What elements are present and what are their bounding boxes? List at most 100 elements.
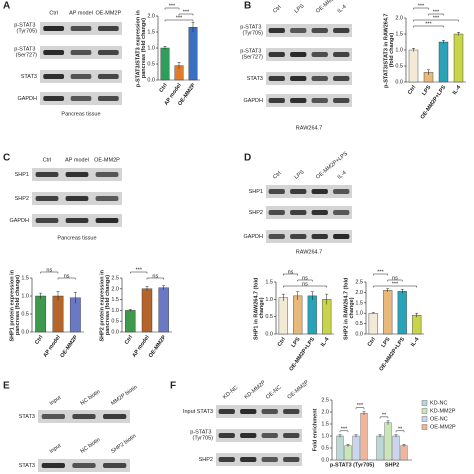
blot-band xyxy=(268,76,285,81)
significance-label: *** xyxy=(341,426,348,432)
blot-band xyxy=(43,50,65,55)
blot-band xyxy=(103,463,127,468)
blot-band xyxy=(35,196,59,201)
y-axis-label: SHP1 protein expression in pancreas (fol… xyxy=(10,268,22,341)
bar xyxy=(35,295,47,333)
bar xyxy=(158,287,169,333)
significance-label: *** xyxy=(433,15,440,21)
blot-band xyxy=(103,414,127,419)
blot-band xyxy=(268,234,285,239)
y-tick-label: 1.5 xyxy=(355,300,363,306)
row-label: STAT3 xyxy=(19,414,35,420)
row-label: p-STAT3 (Tyr705) xyxy=(190,430,213,442)
significance-bracket xyxy=(413,19,459,22)
significance-bracket xyxy=(387,279,403,282)
lane-label: LPS xyxy=(294,169,306,180)
bar xyxy=(368,313,378,335)
y-tick-label: 0.5 xyxy=(321,445,329,451)
significance-label: *** xyxy=(392,281,399,287)
x-tick-label: IL-4 xyxy=(320,336,331,348)
panel-letter: B xyxy=(244,1,251,12)
significance-label: ns xyxy=(392,275,398,281)
blot-band xyxy=(97,74,119,79)
significance-label: ns xyxy=(288,269,294,275)
x-tick-label: p-STAT3 (Tyr705) xyxy=(330,462,374,468)
bar xyxy=(125,310,136,333)
bar xyxy=(438,41,449,83)
significance-bracket xyxy=(164,19,194,22)
blot-band xyxy=(290,210,307,215)
significance-label: *** xyxy=(425,21,432,27)
blot-band xyxy=(333,234,350,239)
y-tick-label: 0.0 xyxy=(355,331,363,337)
legend-label: KD-MM2P xyxy=(430,408,456,414)
blot-strip xyxy=(216,429,302,442)
blot-band xyxy=(72,463,96,468)
significance-bracket xyxy=(297,279,313,282)
x-tick-label: IL-4 xyxy=(410,336,421,348)
blot-band xyxy=(65,218,89,223)
blot-band xyxy=(70,96,92,101)
lane-label: Ctrl xyxy=(272,5,282,15)
row-label: GAPDH xyxy=(243,98,263,104)
bar xyxy=(392,435,400,461)
blot-band xyxy=(268,28,285,33)
x-tick-label: Ctrl xyxy=(277,336,288,348)
blot-band xyxy=(333,98,350,103)
significance-bracket xyxy=(339,430,349,433)
significance-label: ** xyxy=(382,412,387,418)
significance-bracket xyxy=(395,430,405,433)
lane-label: AP model xyxy=(69,10,93,16)
blot-band xyxy=(95,172,119,177)
blot-band xyxy=(72,414,96,419)
bar xyxy=(352,435,360,461)
bar xyxy=(322,299,332,335)
x-tick-label: Ctrl xyxy=(158,82,169,94)
bar xyxy=(400,445,408,461)
bar xyxy=(52,295,64,333)
y-tick-label: 1.5 xyxy=(111,297,119,303)
blot-band xyxy=(261,457,278,462)
blot-band xyxy=(333,189,350,194)
y-tick-label: 0.0 xyxy=(21,329,29,335)
blot-strip xyxy=(216,453,302,466)
significance-bracket xyxy=(146,277,164,280)
row-label: SHP2 xyxy=(15,196,29,202)
y-tick-label: 2.0 xyxy=(147,13,155,19)
lane-label: LPS xyxy=(294,3,306,14)
x-tick-label: Ctrl xyxy=(407,84,418,96)
legend-swatch xyxy=(421,400,428,406)
y-tick-label: 1.5 xyxy=(265,279,273,285)
y-axis-label: Fold enrichment xyxy=(312,408,318,451)
lane-label: OE-MM2P xyxy=(95,10,121,16)
blot-band xyxy=(95,218,119,223)
bar xyxy=(360,413,368,461)
legend-label: OE-MM2P xyxy=(430,424,456,430)
y-tick-label: 2.0 xyxy=(355,290,363,296)
blot-band xyxy=(283,457,300,462)
y-tick-label: 1.5 xyxy=(21,275,29,281)
blot-band xyxy=(311,52,328,57)
y-tick-label: 0.5 xyxy=(111,319,119,325)
bar xyxy=(160,47,170,81)
significance-label: ns xyxy=(46,267,52,273)
bar xyxy=(344,445,352,461)
significance-label: ns xyxy=(152,273,158,279)
significance-label: *** xyxy=(433,9,440,15)
bar xyxy=(453,33,464,83)
significance-bracket xyxy=(428,13,444,16)
y-tick-label: 1.0 xyxy=(355,311,363,317)
blot-band xyxy=(333,28,350,33)
blot-band xyxy=(65,196,89,201)
row-label: SHP1 xyxy=(15,172,29,178)
row-label: STAT3 xyxy=(21,74,37,80)
row-label: SHP2 xyxy=(199,457,213,463)
significance-label: *** xyxy=(357,403,364,409)
blot-band xyxy=(290,189,307,194)
blot-strip xyxy=(266,206,352,219)
x-tick-label: LPS xyxy=(381,336,392,348)
blot-band xyxy=(70,26,92,31)
blot-band xyxy=(268,52,285,57)
y-axis-label: SHP2 protein expression in pancreas (fol… xyxy=(100,268,112,341)
bar xyxy=(278,297,288,335)
